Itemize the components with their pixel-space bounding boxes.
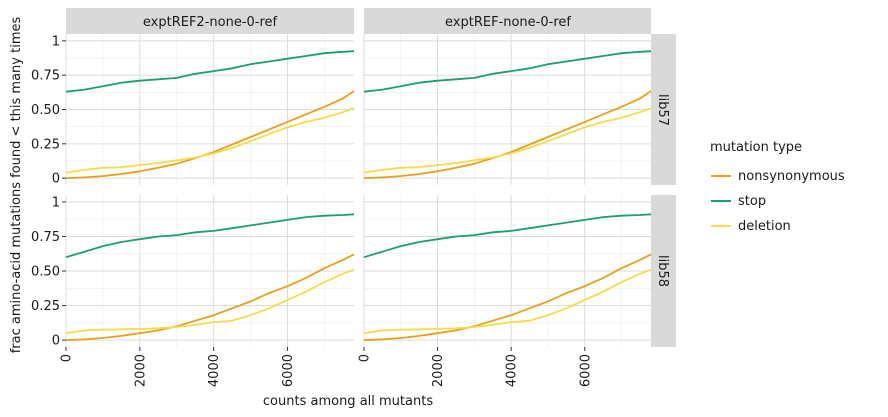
facet-strip-col-2 [364, 8, 651, 34]
y-tick-label: 0.75 [31, 230, 60, 245]
panel-lib57-exptREF-none-0-ref [363, 34, 652, 185]
y-tick-label: 1 [52, 34, 60, 49]
y-tick-label: 0 [52, 334, 60, 349]
panel-lib58-exptREF2-none-0-ref: 0 0.25 0.50 0.75 1 0 2000 4000 6000 [31, 195, 355, 387]
panels-layer: 0 0.25 0.50 0.75 1 0 0.25 0.50 0.75 1 0 2000 4000 600… [31, 34, 652, 387]
series-line-stop [65, 50, 355, 93]
x-tick-label: 0 [60, 354, 75, 362]
legend: mutation type nonsynonymous stop deletio… [710, 140, 845, 234]
panel-lib58-exptREF-none-0-ref: 0 2000 4000 6000 [358, 195, 652, 387]
series-line-stop [65, 213, 355, 259]
y-axis-title: frac amino-acid mutations found < this m… [9, 17, 24, 354]
legend-label-stop: stop [738, 194, 766, 209]
x-tick-label: 4000 [505, 354, 520, 387]
series-line-deletion [65, 268, 355, 335]
facet-label-col-2: exptREF-none-0-ref [445, 15, 571, 30]
y-tick-label: 0.75 [31, 69, 60, 84]
facet-strip-row-1 [651, 34, 676, 185]
series-line-nonsynonymous [363, 90, 652, 179]
x-axis-title: counts among all mutants [263, 394, 433, 409]
facet-label-col-1: exptREF2-none-0-ref [143, 15, 278, 30]
legend-label-deletion: deletion [738, 219, 791, 234]
facet-label-row-2: lib58 [655, 255, 670, 287]
facet-label-row-1: lib57 [655, 94, 670, 126]
x-tick-label: 6000 [578, 354, 593, 387]
x-tick-label: 6000 [281, 354, 296, 387]
series-line-deletion [363, 268, 652, 335]
x-tick-label: 4000 [207, 354, 222, 387]
series-line-deletion [65, 107, 355, 174]
x-tick-label: 2000 [431, 354, 446, 387]
facet-strip-row-2 [651, 195, 676, 347]
panel-lib57-exptREF2-none-0-ref: 0 0.25 0.50 0.75 1 [31, 34, 355, 187]
series-line-deletion [363, 107, 652, 174]
legend-title: mutation type [710, 140, 802, 155]
x-tick-label: 0 [358, 354, 373, 362]
y-tick-label: 0.25 [31, 299, 60, 314]
facet-strip-col-1 [66, 8, 354, 34]
series-line-stop [363, 213, 652, 259]
y-tick-label: 0.50 [31, 103, 60, 118]
y-tick-label: 0.25 [31, 137, 60, 152]
series-line-stop [363, 50, 652, 93]
x-tick-label: 2000 [133, 354, 148, 387]
y-tick-label: 1 [52, 195, 60, 210]
series-line-nonsynonymous [363, 253, 652, 341]
y-tick-label: 0 [52, 172, 60, 187]
series-line-nonsynonymous [65, 90, 355, 179]
series-line-nonsynonymous [65, 253, 355, 341]
legend-label-nonsynonymous: nonsynonymous [738, 169, 845, 184]
y-tick-label: 0.50 [31, 265, 60, 280]
